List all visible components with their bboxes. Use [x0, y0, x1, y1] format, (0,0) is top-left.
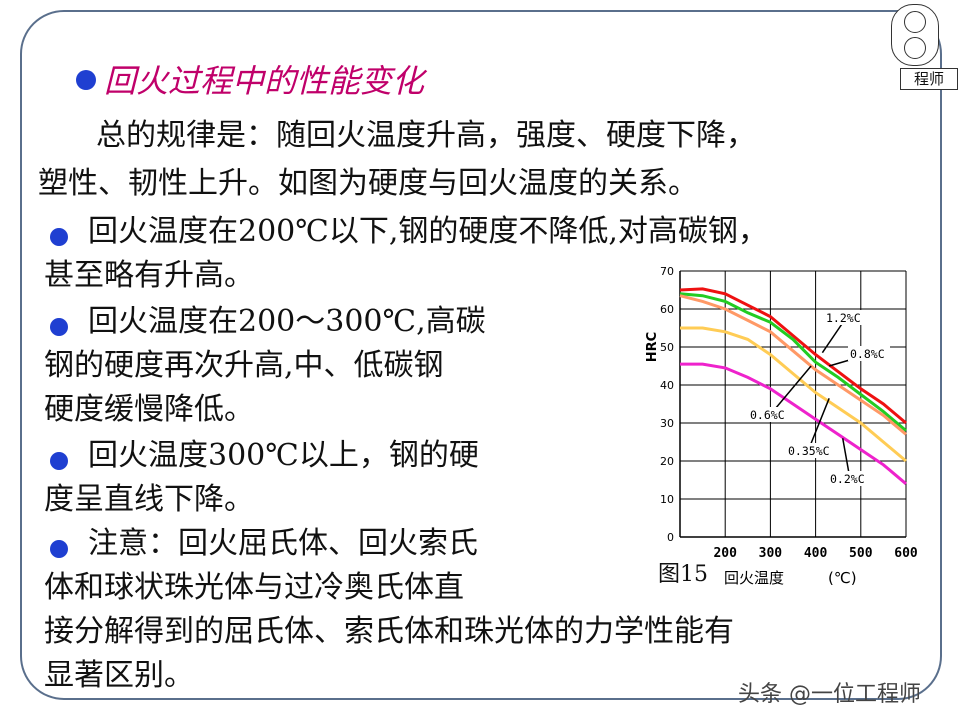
bullet-2-line-1: 回火温度在200～300℃,高碳 — [88, 304, 486, 339]
bullet-2-line-3: 硬度缓慢降低。 — [44, 392, 254, 427]
title-bullet-icon — [76, 70, 96, 90]
x-axis-label: 回火温度 — [724, 569, 784, 587]
x-tick-label: 600 — [894, 546, 918, 561]
bullet-4-line-1: 注意：回火屈氏体、回火索氏 — [88, 526, 478, 561]
bullet-3-line-2: 度呈直线下降。 — [44, 482, 254, 517]
x-tick-label: 200 — [713, 546, 737, 561]
series-label: 0.35%C — [788, 444, 830, 458]
y-tick-label: 50 — [660, 341, 674, 354]
y-tick-label: 30 — [660, 417, 674, 430]
watermark: 头条 @一位工程师 — [738, 682, 921, 707]
series-label: 0.6%C — [750, 408, 785, 422]
x-tick-label: 300 — [759, 546, 783, 561]
bullet-4-line-4: 显著区别。 — [44, 658, 194, 693]
x-tick-label: 500 — [849, 546, 873, 561]
y-tick-label: 0 — [667, 531, 674, 544]
y-tick-label: 20 — [660, 455, 674, 468]
series-line-4 — [680, 362, 907, 485]
page-title: 回火过程中的性能变化 — [104, 62, 425, 100]
summary-paragraph: 总的规律是：随回火温度升高，强度、硬度下降， 塑性、韧性上升。如图为硬度与回火温… — [38, 112, 918, 208]
series-label: 0.2%C — [830, 472, 865, 486]
bullet-icon — [50, 540, 68, 558]
bullet-icon — [50, 318, 68, 336]
logo-tag: 程师 — [900, 68, 958, 90]
series-line-3 — [680, 326, 907, 463]
annotation-bg — [748, 407, 790, 422]
bullet-1-line-2: 甚至略有升高。 — [44, 258, 254, 293]
y-tick-label: 10 — [660, 493, 674, 506]
x-tick-label: 400 — [804, 546, 828, 561]
y-tick-label: 70 — [660, 265, 674, 278]
bullet-1-line-1: 回火温度在200℃以下,钢的硬度不降低,对高碳钢， — [88, 214, 768, 249]
slide-frame — [20, 10, 942, 700]
bullet-4-line-3: 接分解得到的屈氏体、索氏体和珠光体的力学性能有 — [44, 614, 734, 649]
annotation-bg — [786, 443, 836, 458]
annotation-bg — [824, 310, 866, 325]
x-axis-unit: (℃) — [828, 569, 857, 587]
bullet-2-line-2: 钢的硬度再次升高,中、低碳钢 — [44, 348, 444, 383]
annotation-leader — [769, 365, 812, 416]
logo-seal-icon — [891, 4, 939, 66]
annotation-bg — [828, 471, 870, 486]
bullet-4-line-2: 体和球状珠光体与过冷奥氏体直 — [44, 570, 464, 605]
y-tick-label: 60 — [660, 303, 674, 316]
annotation-leader — [807, 398, 830, 452]
hardness-tempering-chart: 0 10 20 30 40 50 60 70 200 300 400 500 600 HRC 回火温度 (℃)… — [645, 265, 918, 587]
series-line-2 — [679, 294, 907, 436]
annotation-bg — [848, 346, 890, 361]
bullet-icon — [50, 228, 68, 246]
summary-line-2: 塑性、韧性上升。如图为硬度与回火温度的关系。 — [38, 166, 698, 201]
summary-line-1: 总的规律是：随回火温度升高，强度、硬度下降， — [96, 118, 756, 153]
y-tick-label: 40 — [660, 379, 674, 392]
bullet-icon — [50, 452, 68, 470]
series-label: 0.8%C — [850, 347, 885, 361]
series-line-1 — [679, 292, 907, 432]
bullet-3-line-1: 回火温度300℃以上，钢的硬 — [88, 438, 479, 473]
series-label: 1.2%C — [826, 311, 861, 325]
y-axis-label: HRC — [645, 332, 660, 362]
series-line-0 — [679, 287, 907, 425]
figure-label: 图15 — [654, 556, 712, 588]
